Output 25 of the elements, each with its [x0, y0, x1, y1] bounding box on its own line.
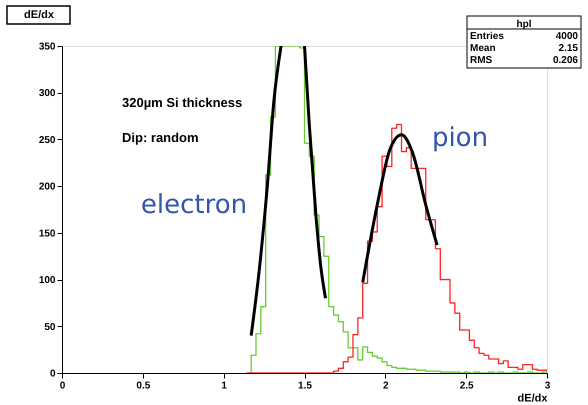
y-tick-label: 300 [38, 88, 56, 100]
annotation: 320µm Si thickness [122, 95, 242, 110]
y-tick-label: 350 [38, 42, 56, 52]
x-tick-label: 0.5 [136, 380, 151, 392]
x-axis-title: dE/dx [518, 392, 548, 404]
annotation: electron [140, 190, 248, 220]
y-tick-label: 100 [38, 275, 56, 286]
x-tick-label: 0 [60, 380, 66, 392]
text: Mean 2.15 [470, 43, 578, 54]
x-tick-label: 1.5 [298, 380, 312, 392]
y-tick-label: 0 [50, 368, 56, 380]
y-tick-label: 150 [38, 228, 56, 240]
text: Entries 4000 [470, 31, 578, 42]
annotation: pion [432, 123, 488, 153]
x-tick-label: 3 [544, 380, 551, 392]
y-tick-label: 250 [38, 134, 56, 146]
text: RMS 0.206 [470, 55, 578, 66]
y-tick-label: 50 [44, 322, 56, 333]
x-tick-label: 1 [221, 380, 228, 392]
text: hpl [516, 19, 532, 30]
chart-title: dE/dx [24, 9, 55, 21]
y-tick-label: 200 [38, 182, 56, 193]
x-tick-label: 2.5 [460, 380, 474, 392]
x-tick-label: 2 [383, 380, 390, 392]
annotation: Dip: random [122, 130, 199, 145]
